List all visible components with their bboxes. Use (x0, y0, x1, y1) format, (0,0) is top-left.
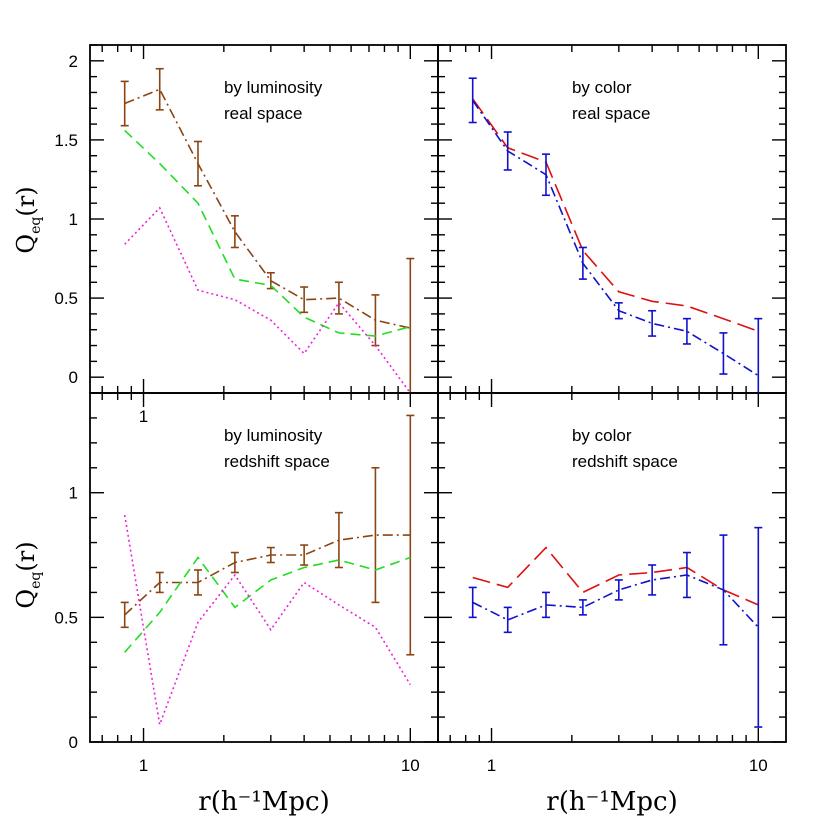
y-tick-label: 1 (69, 484, 78, 503)
data-layer-bottom-right (468, 526, 763, 728)
y-tick-label: 1 (69, 210, 78, 229)
panel-annotation: real space (224, 104, 302, 123)
panel-annotation: redshift space (224, 452, 330, 471)
series-line-dotted (123, 514, 411, 728)
panel-bottom-left: 1 10 0 0.5 1 by luminosity redshift space (54, 392, 439, 775)
xlabel-right: r(h⁻¹Mpc) (546, 787, 677, 817)
panel-annotation: real space (572, 104, 650, 123)
panel-annotation: by color (572, 78, 632, 97)
ylabel-top-main: Q (12, 234, 40, 254)
panel-annotation: redshift space (572, 452, 678, 471)
panel-annotation: by color (572, 426, 632, 445)
x-tick-label: 1 (139, 407, 148, 426)
panel-top-left: 1 0 0.5 1 1.5 2 by luminosity real space (54, 44, 439, 426)
x-tick-label: 1 (487, 756, 496, 775)
ylabel-top-arg: (r) (12, 186, 40, 216)
x-tick-label: 10 (749, 756, 768, 775)
x-tick-label: 10 (401, 756, 420, 775)
series-line-dotted (124, 206, 411, 393)
panel-annotation: by luminosity (224, 426, 323, 445)
y-tick-label: 0 (69, 368, 78, 387)
series-line-long-dash (472, 546, 759, 606)
ylabel-bottom-sub: eq (28, 572, 44, 589)
panel-bottom-right: 1 10 by color redshift space (437, 392, 787, 775)
series-line-dashed (124, 556, 411, 653)
data-layer-bottom-left (120, 414, 415, 728)
x-tick-label: 1 (139, 756, 148, 775)
ylabel-bottom: Qeq(r) (12, 541, 44, 608)
y-tick-label: 1.5 (54, 131, 78, 150)
xlabel-left: r(h⁻¹Mpc) (198, 787, 329, 817)
panel-annotation: by luminosity (224, 78, 323, 97)
y-tick-label: 0.5 (54, 608, 78, 627)
ylabel-bottom-arg: (r) (12, 541, 40, 571)
data-layer-top-left (120, 67, 415, 393)
series-line-long-dash (472, 98, 759, 333)
data-layer-top-right (468, 77, 763, 393)
ylabel-top: Qeq(r) (12, 186, 44, 253)
y-tick-label: 0 (69, 733, 78, 752)
y-tick-label: 0.5 (54, 289, 78, 308)
y-tick-label: 2 (69, 52, 78, 71)
ylabel-top-sub: eq (28, 217, 44, 234)
series-line-dash-dot (124, 88, 411, 329)
ylabel-bottom-main: Q (12, 589, 40, 609)
series-line-dashed (124, 129, 411, 337)
